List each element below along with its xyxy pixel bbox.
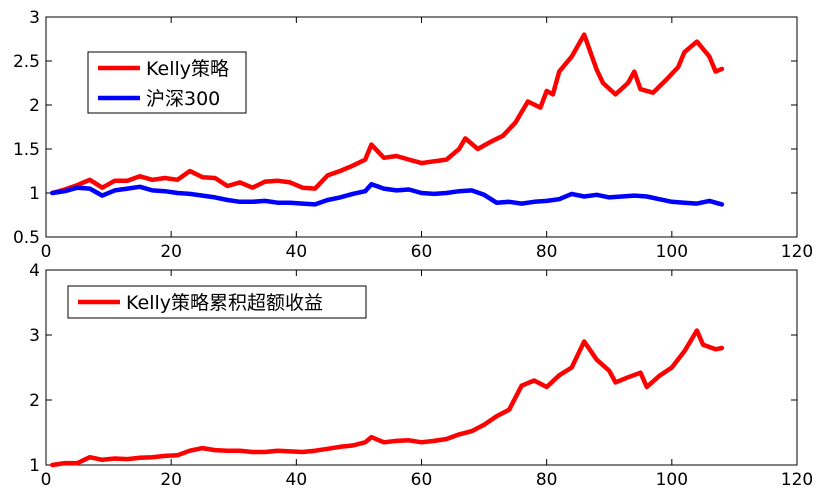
x-tick-label: 60 xyxy=(411,242,433,262)
chart-2: 0 20 40 60 80 100 120 1 2 3 4 Kelly策略累积超额收益 xyxy=(29,261,813,490)
x-tick-label: 0 xyxy=(41,242,52,262)
y-tick-label: 1 xyxy=(29,456,40,476)
y-tick-label: 3 xyxy=(29,8,40,28)
y-tick-label: 1.5 xyxy=(13,140,40,160)
x-tick-label: 120 xyxy=(781,242,813,262)
y-tick-label: 0.5 xyxy=(13,228,40,248)
y-tick-label: 4 xyxy=(29,261,40,281)
y-tick-label: 3 xyxy=(29,326,40,346)
legend-box xyxy=(87,51,247,114)
legend: Kelly策略累积超额收益 xyxy=(67,285,367,319)
y-tick-label: 2 xyxy=(29,391,40,411)
y-tick-label: 2.5 xyxy=(13,52,40,72)
y-tick-label: 1 xyxy=(29,184,40,204)
x-tick-label: 80 xyxy=(536,242,558,262)
x-tick-label: 60 xyxy=(411,470,433,490)
series-line-1 xyxy=(50,328,725,468)
series-line-1 xyxy=(50,32,725,196)
x-tick-label: 20 xyxy=(160,470,182,490)
legend-label: 沪深300 xyxy=(146,88,220,110)
x-tick-label: 40 xyxy=(286,470,308,490)
y-tick-label: 2 xyxy=(29,96,40,116)
legend-label: Kelly策略累积超额收益 xyxy=(126,292,323,314)
x-tick-label: 100 xyxy=(656,470,688,490)
x-tick-label: 80 xyxy=(536,470,558,490)
series-line-2 xyxy=(50,181,725,207)
x-tick-label: 20 xyxy=(160,242,182,262)
x-tick-label: 100 xyxy=(656,242,688,262)
x-tick-label: 40 xyxy=(286,242,308,262)
legend-label: Kelly策略 xyxy=(146,58,229,80)
x-tick-label: 120 xyxy=(781,470,813,490)
x-tick-label: 0 xyxy=(41,470,52,490)
